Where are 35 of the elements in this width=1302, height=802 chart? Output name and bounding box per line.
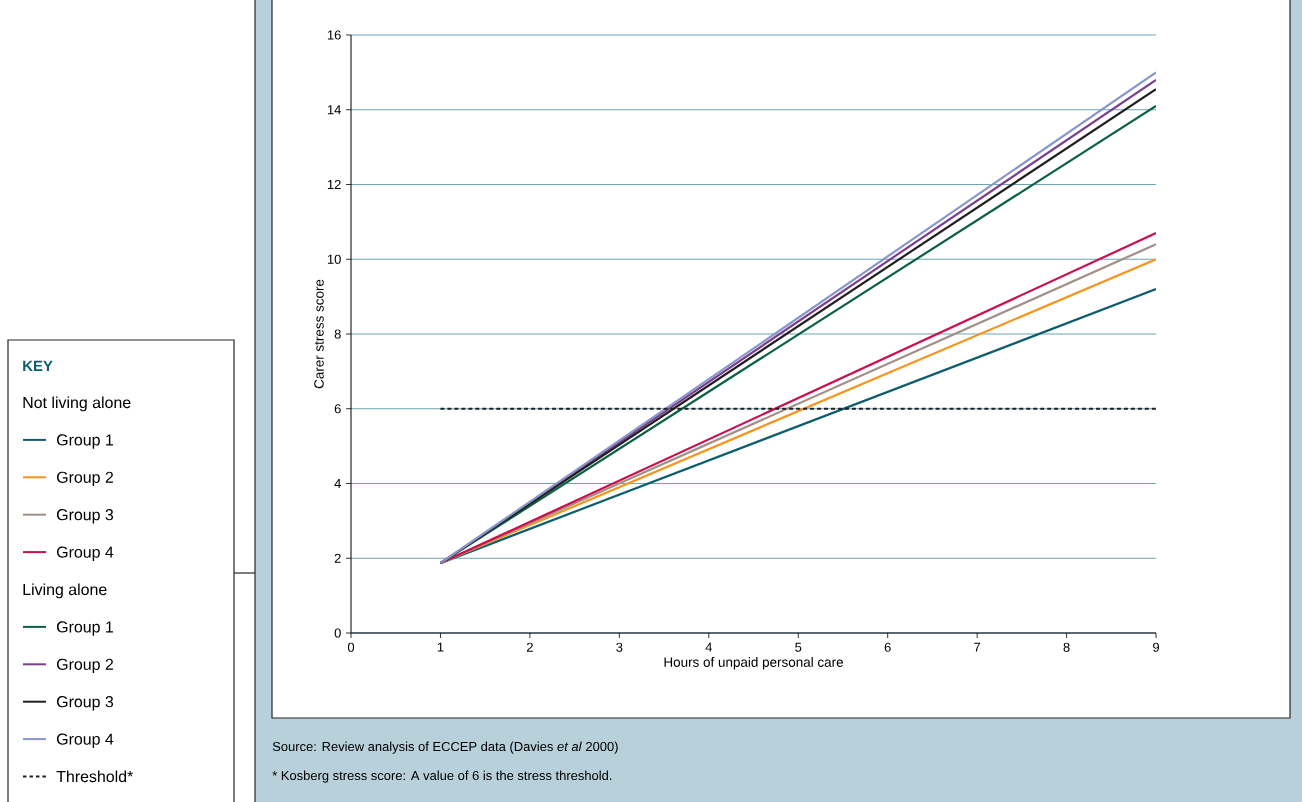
text: * Kosberg stress score: A value of 6 is the stress threshold. — [272, 770, 612, 783]
x-tick-label: 7 — [974, 642, 981, 652]
legend-label: Group 3 — [57, 509, 114, 524]
x-tick-label: 8 — [1063, 642, 1070, 652]
legend-label: Group 4 — [57, 546, 114, 561]
text: Living alone — [23, 583, 107, 599]
x-tick-label: 6 — [884, 642, 891, 652]
legend-label: Group 1 — [57, 621, 113, 636]
x-tick-label: 4 — [705, 642, 713, 652]
x-tick-label: 1 — [437, 642, 444, 652]
text: Not living alone — [23, 396, 131, 412]
y-tick-label: 16 — [327, 30, 341, 40]
y-tick-label: 6 — [334, 404, 341, 414]
y-tick-label: 0 — [334, 628, 341, 638]
y-tick-label: 8 — [334, 329, 341, 339]
legend-label: Group 1 — [57, 434, 113, 449]
legend-label: Group 3 — [57, 696, 114, 711]
x-tick-label: 0 — [347, 642, 355, 652]
x-axis-title: Hours of unpaid personal care — [664, 657, 843, 670]
x-tick-label: 9 — [1153, 642, 1160, 652]
x-tick-label: 3 — [616, 642, 623, 652]
x-tick-label: 2 — [526, 642, 533, 652]
legend-label: Group 2 — [57, 471, 113, 487]
x-tick-label: 5 — [795, 642, 802, 652]
legend-label: Group 4 — [57, 733, 114, 748]
y-tick-label: 4 — [334, 479, 341, 488]
y-tick-label: 2 — [334, 553, 341, 563]
legend-label: Group 2 — [57, 658, 113, 674]
y-tick-label: 10 — [327, 254, 341, 264]
legend-label: Threshold* — [56, 770, 134, 783]
source-note: Source: Review analysis of ECCEP data (Davies et al 2000) — [272, 741, 618, 754]
y-tick-label: 12 — [327, 179, 341, 190]
y-tick-label: 14 — [327, 105, 341, 115]
legend-title: KEY — [23, 360, 53, 371]
y-axis-title: Carer stress score — [314, 279, 324, 389]
